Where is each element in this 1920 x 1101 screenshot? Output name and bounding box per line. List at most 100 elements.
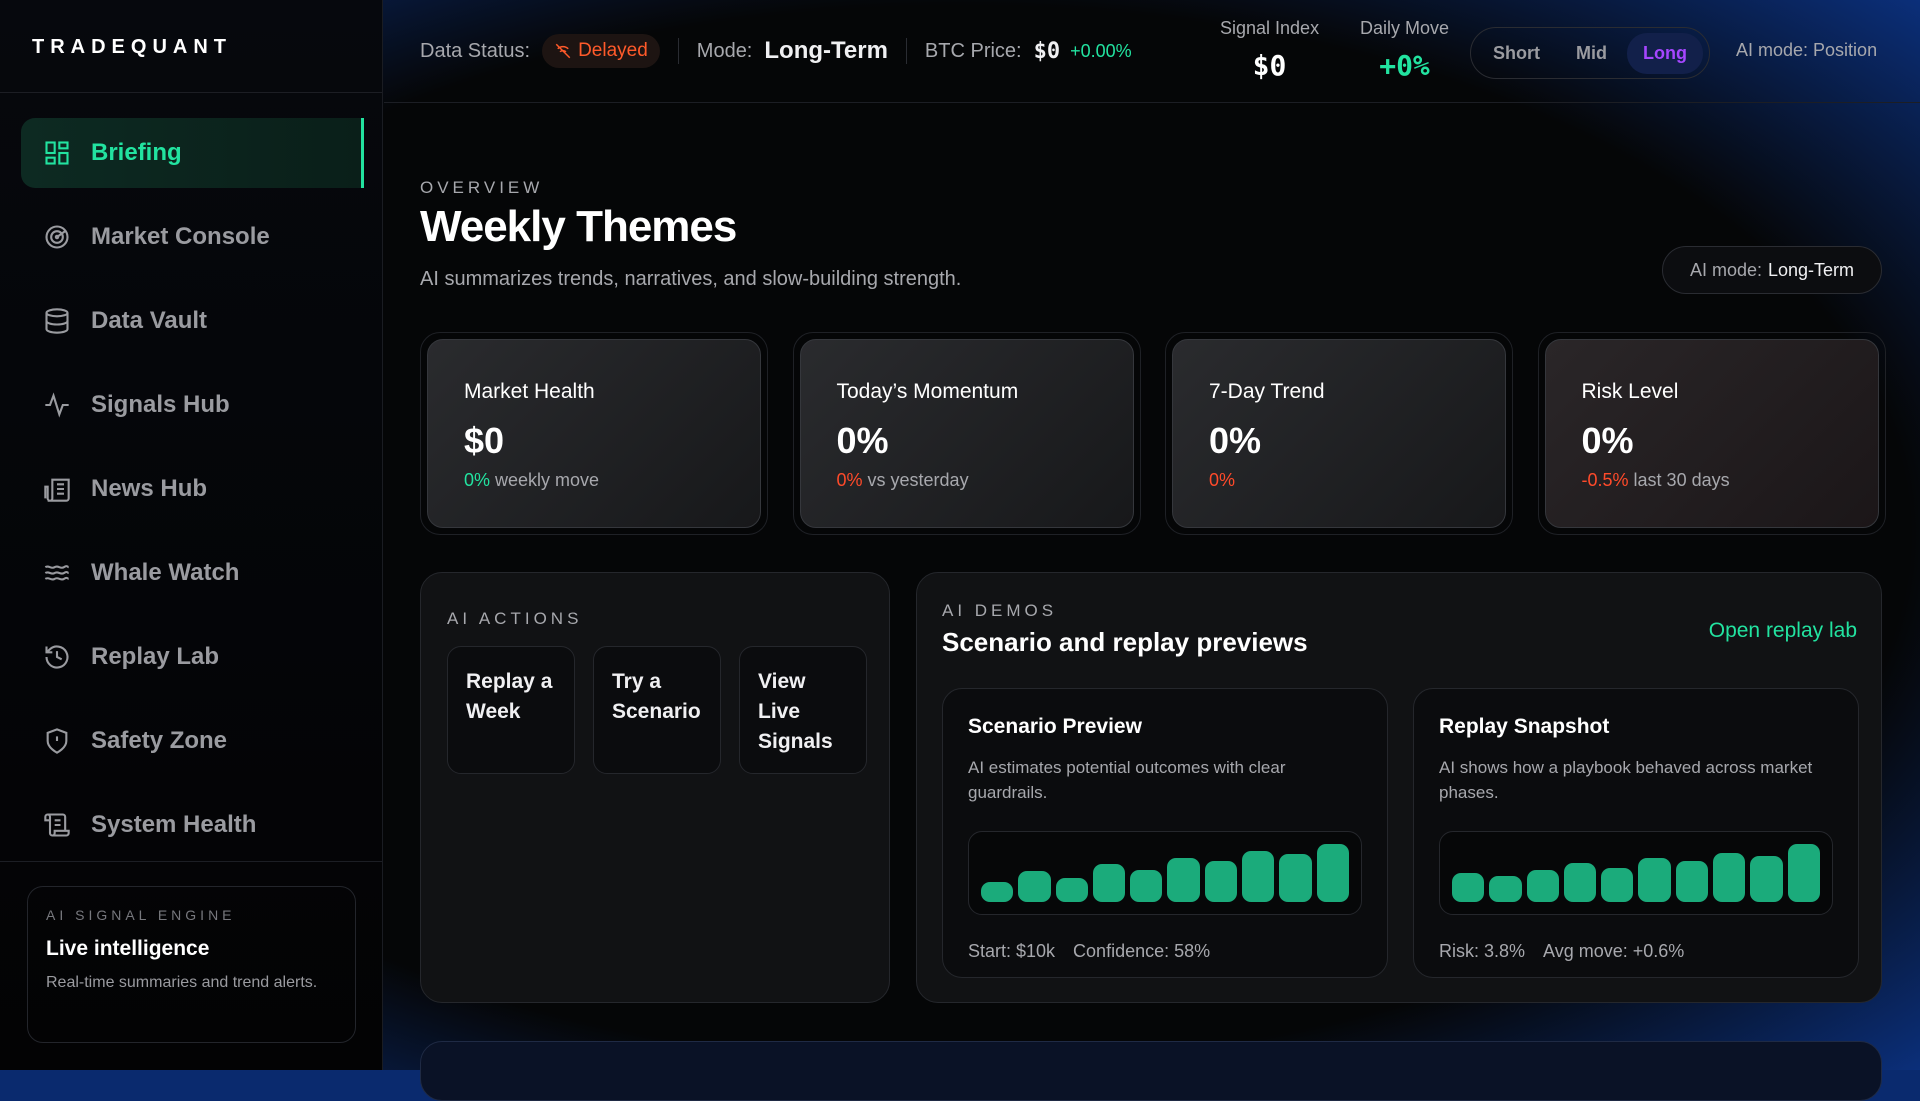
divider (0, 92, 382, 93)
sidebar: TRADEQUANT Briefing Market Console Data Va… (0, 0, 383, 1070)
mode-label: Mode: (696, 39, 753, 62)
demos-kicker: AI DEMOS (942, 601, 1058, 620)
stat-card: Market Health $0 0% weekly move (420, 332, 768, 535)
stat-label: Today’s Momentum (836, 380, 1019, 403)
chart-bar (1489, 876, 1522, 902)
ai-mode-pill[interactable]: AI mode: Long-Term (1662, 246, 1882, 294)
sidebar-item-news-hub[interactable]: News Hub (21, 454, 364, 524)
chart-bar (1750, 856, 1783, 902)
mini-bar-chart (968, 831, 1362, 915)
replay-week-button[interactable]: Replay a Week (447, 646, 575, 774)
stat-value: $0 (464, 420, 505, 461)
demo-desc: AI shows how a playbook behaved across m… (1439, 758, 1813, 802)
mini-bar-chart (1439, 831, 1833, 915)
sidebar-item-whale-watch[interactable]: Whale Watch (21, 538, 364, 608)
chart-bar (1092, 864, 1126, 902)
demos-title: Scenario and replay previews (942, 627, 1308, 657)
sidebar-item-label: Data Vault (91, 307, 208, 334)
sidebar-item-label: Market Console (91, 223, 270, 250)
chart-bar (1713, 852, 1746, 902)
stat-card: Risk Level 0% -0.5% last 30 days (1537, 332, 1886, 535)
ai-mode-label: AI mode: (1689, 259, 1762, 280)
chart-bar (1638, 857, 1671, 902)
sidebar-item-data-vault[interactable]: Data Vault (21, 286, 364, 356)
database-icon (45, 308, 69, 334)
horizon-toggle: Short Mid Long (1470, 27, 1710, 79)
signal-engine-card: AI SIGNAL ENGINE Live intelligence Real-… (27, 886, 356, 1043)
sidebar-item-market-console[interactable]: Market Console (21, 202, 364, 272)
try-scenario-button[interactable]: Try a Scenario (593, 646, 721, 774)
ai-mode-value: Long-Term (1768, 259, 1855, 280)
newspaper-icon (44, 478, 70, 502)
engine-kicker: AI SIGNAL ENGINE (46, 907, 236, 923)
data-status-badge[interactable]: Delayed (542, 34, 660, 68)
divider (905, 38, 907, 64)
sidebar-item-label: System Health (91, 811, 257, 838)
sidebar-item-label: Replay Lab (91, 643, 220, 670)
stat-card: 7-Day Trend 0% 0% (1165, 332, 1513, 535)
data-status-value: Delayed (578, 40, 648, 61)
scroll-icon (44, 813, 70, 837)
stat-note: vs yesterday (867, 470, 969, 490)
sidebar-item-system-health[interactable]: System Health (21, 790, 364, 860)
demo-stat: Risk: 3.8% (1439, 941, 1526, 961)
mode-value: Long-Term (764, 37, 888, 64)
demo-stat: Start: $10k (968, 941, 1056, 961)
chart-bar (1167, 857, 1200, 902)
chart-bar (1675, 860, 1709, 902)
chart-bar (1242, 850, 1275, 902)
sidebar-item-label: Whale Watch (91, 559, 240, 586)
horizon-long[interactable]: Long (1627, 32, 1703, 74)
chart-bar (1563, 862, 1597, 902)
chart-bar (1130, 869, 1163, 902)
chart-bar (1526, 869, 1559, 902)
chart-bar (1055, 878, 1088, 902)
stat-delta: -0.5% (1581, 470, 1629, 490)
demo-title: Replay Snapshot (1439, 715, 1610, 738)
logo: TRADEQUANT (32, 36, 232, 58)
sidebar-item-label: News Hub (91, 475, 208, 502)
signal-index: Signal Index $0 (1220, 18, 1319, 82)
stat-value: 0% (836, 420, 889, 461)
view-live-signals-button[interactable]: View Live Signals (739, 646, 867, 774)
btc-price-label: BTC Price: (924, 39, 1022, 62)
next-panel (420, 1041, 1882, 1101)
engine-desc: Real-time summaries and trend alerts. (46, 974, 318, 991)
page-title: Weekly Themes (420, 202, 737, 251)
signal-index-value: $0 (1252, 49, 1287, 82)
stat-note: last 30 days (1633, 470, 1730, 490)
chart-bar (1316, 844, 1349, 902)
demo-desc: AI estimates potential outcomes with cle… (968, 758, 1286, 802)
stat-card: Today’s Momentum 0% 0% vs yesterday (792, 332, 1141, 535)
ai-demos-panel: AI DEMOS Scenario and replay previews Op… (916, 572, 1882, 1003)
horizon-mid[interactable]: Mid (1576, 42, 1607, 63)
horizon-short[interactable]: Short (1493, 42, 1540, 63)
chart-bar (1601, 867, 1634, 902)
stat-label: Risk Level (1581, 380, 1679, 403)
divider (0, 861, 382, 862)
btc-change: +0.00% (1070, 40, 1132, 61)
shield-alert-icon (46, 728, 68, 754)
chart-bar (981, 881, 1014, 902)
demo-title: Scenario Preview (968, 715, 1142, 738)
sidebar-item-label: Safety Zone (91, 727, 228, 754)
sidebar-item-label: Briefing (91, 139, 182, 166)
sidebar-item-signals-hub[interactable]: Signals Hub (21, 370, 364, 440)
chart-bar (1452, 873, 1485, 902)
stat-delta: 0% (836, 470, 863, 490)
sidebar-item-replay-lab[interactable]: Replay Lab (21, 622, 364, 692)
radar-icon (45, 225, 69, 249)
stat-label: Market Health (464, 380, 595, 403)
engine-title: Live intelligence (46, 937, 210, 960)
chart-bar (1018, 871, 1051, 902)
open-replay-lab-link[interactable]: Open replay lab (1708, 619, 1857, 642)
demo-card[interactable]: Scenario Preview AI estimates potential o… (942, 688, 1388, 978)
signal-index-label: Signal Index (1220, 18, 1320, 38)
daily-move-value: +0% (1379, 49, 1430, 82)
ai-mode-status: AI mode: Position (1736, 40, 1878, 60)
stat-delta: 0% (464, 470, 491, 490)
demo-card[interactable]: Replay Snapshot AI shows how a playbook b… (1413, 688, 1859, 978)
sidebar-item-safety-zone[interactable]: Safety Zone (21, 706, 364, 776)
demo-stat: Avg move: +0.6% (1543, 941, 1685, 961)
sidebar-item-briefing[interactable]: Briefing (21, 118, 364, 188)
